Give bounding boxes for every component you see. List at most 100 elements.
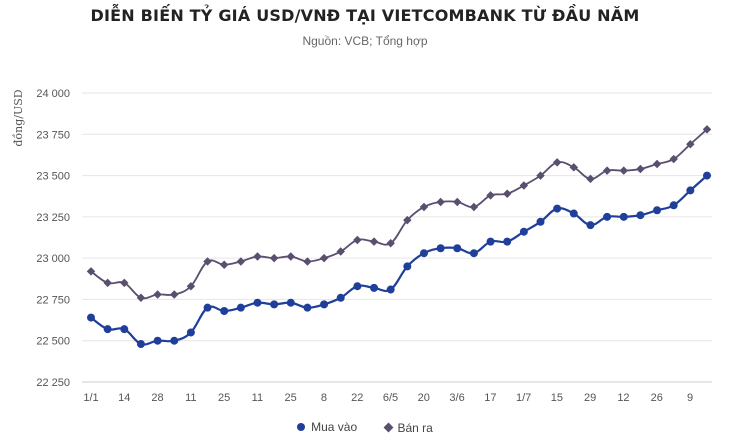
data-point-circle[interactable] [486, 237, 495, 246]
data-point-diamond[interactable] [519, 181, 529, 190]
data-point-diamond[interactable] [103, 278, 112, 288]
data-point-circle[interactable] [669, 201, 678, 210]
data-point-circle[interactable] [353, 282, 362, 291]
legend-item-mua-vao[interactable]: Mua vào [297, 420, 357, 434]
data-point-circle[interactable] [320, 300, 329, 309]
y-axis-ticks: 22 250 22 500 22 750 23 000 23 250 23 500 23 7… [36, 88, 70, 389]
data-point-diamond[interactable] [120, 278, 129, 288]
x-tick-label: 28 [151, 392, 163, 404]
data-point-diamond[interactable] [253, 252, 262, 261]
data-point-diamond[interactable] [419, 202, 429, 212]
x-axis-ticks: 1/1 14 28 11 25 11 25 8 22 6/5 20 3/6 17 1/7 15 29 12 26 9 [83, 392, 693, 404]
data-point-circle[interactable] [403, 262, 412, 271]
x-tick-label: 11 [252, 392, 263, 404]
y-axis-label: đồng/USD [12, 89, 25, 146]
data-point-circle[interactable] [453, 244, 462, 253]
legend-item-ban-ra[interactable]: Bán ra [383, 420, 433, 435]
data-point-diamond[interactable] [369, 237, 379, 246]
data-point-circle[interactable] [370, 283, 379, 292]
x-tick-label: 12 [617, 392, 629, 404]
data-point-diamond[interactable] [153, 290, 162, 299]
data-point-diamond[interactable] [269, 253, 279, 263]
data-point-circle[interactable] [270, 300, 279, 309]
data-point-circle[interactable] [386, 285, 395, 294]
data-point-diamond[interactable] [602, 166, 612, 175]
y-tick-label: 23 500 [36, 171, 70, 183]
data-point-circle[interactable] [186, 328, 195, 337]
data-point-diamond[interactable] [319, 253, 329, 263]
x-tick-label: 1/7 [516, 392, 531, 404]
chart-title: DIỄN BIẾN TỶ GIÁ USD/VNĐ TẠI VIETCOMBANK… [90, 6, 640, 25]
data-point-circle[interactable] [536, 217, 545, 226]
x-tick-label: 20 [418, 392, 430, 404]
data-point-circle[interactable] [236, 303, 245, 312]
data-point-diamond[interactable] [619, 166, 628, 175]
y-tick-label: 22 500 [36, 336, 70, 348]
data-point-diamond[interactable] [552, 158, 562, 167]
y-tick-label: 22 750 [36, 294, 70, 306]
data-point-circle[interactable] [419, 249, 428, 258]
data-point-circle[interactable] [336, 293, 345, 302]
data-point-circle[interactable] [170, 336, 179, 345]
x-tick-label: 17 [484, 392, 496, 404]
data-point-diamond[interactable] [436, 197, 445, 207]
data-point-diamond[interactable] [469, 202, 479, 212]
data-point-circle[interactable] [686, 186, 695, 195]
data-point-diamond[interactable] [203, 257, 212, 266]
data-point-diamond[interactable] [336, 247, 345, 256]
data-point-circle[interactable] [636, 211, 645, 220]
data-point-circle[interactable] [87, 313, 95, 322]
data-point-diamond[interactable] [136, 293, 146, 303]
data-point-circle[interactable] [253, 298, 262, 307]
data-point-diamond[interactable] [453, 197, 462, 207]
x-tick-label: 25 [218, 392, 230, 404]
data-point-diamond[interactable] [186, 281, 196, 291]
data-point-circle[interactable] [553, 204, 562, 213]
data-point-circle[interactable] [120, 325, 129, 334]
legend-diamond-marker-icon [383, 422, 393, 433]
data-point-diamond[interactable] [486, 191, 495, 200]
series-line [90, 128, 708, 300]
data-point-diamond[interactable] [303, 257, 312, 266]
data-point-circle[interactable] [436, 244, 445, 253]
data-point-diamond[interactable] [170, 290, 179, 299]
data-point-diamond[interactable] [386, 239, 395, 248]
data-point-circle[interactable] [619, 212, 628, 221]
data-point-diamond[interactable] [353, 235, 362, 245]
data-point-circle[interactable] [220, 306, 229, 315]
data-point-diamond[interactable] [286, 252, 296, 261]
data-point-circle[interactable] [503, 237, 512, 246]
data-point-circle[interactable] [569, 209, 578, 218]
x-tick-label: 26 [651, 392, 663, 404]
data-point-circle[interactable] [286, 298, 295, 307]
data-point-circle[interactable] [653, 206, 662, 215]
data-point-circle[interactable] [136, 340, 145, 349]
data-point-circle[interactable] [303, 303, 312, 312]
legend-circle-marker-icon [297, 423, 306, 431]
x-tick-label: 9 [687, 392, 693, 404]
data-point-diamond[interactable] [86, 267, 96, 276]
data-point-diamond[interactable] [219, 260, 229, 269]
x-tick-label: 29 [584, 392, 596, 404]
x-tick-label: 3/6 [449, 392, 464, 404]
x-tick-label: 6/5 [383, 392, 398, 404]
data-point-diamond[interactable] [636, 164, 645, 174]
x-tick-label: 22 [351, 392, 363, 404]
x-tick-label: 14 [118, 392, 130, 404]
data-point-circle[interactable] [586, 221, 595, 230]
legend-label: Bán ra [397, 420, 433, 435]
data-point-diamond[interactable] [403, 215, 412, 225]
series-group [86, 125, 712, 349]
data-point-circle[interactable] [153, 336, 162, 345]
data-point-diamond[interactable] [502, 189, 512, 198]
data-point-diamond[interactable] [236, 257, 246, 266]
data-point-circle[interactable] [103, 325, 112, 334]
data-point-diamond[interactable] [652, 159, 662, 169]
data-point-circle[interactable] [469, 249, 478, 258]
data-point-circle[interactable] [519, 227, 528, 236]
x-tick-label: 8 [321, 392, 327, 404]
data-point-circle[interactable] [203, 303, 212, 312]
data-point-circle[interactable] [703, 171, 711, 180]
data-point-circle[interactable] [603, 212, 612, 221]
